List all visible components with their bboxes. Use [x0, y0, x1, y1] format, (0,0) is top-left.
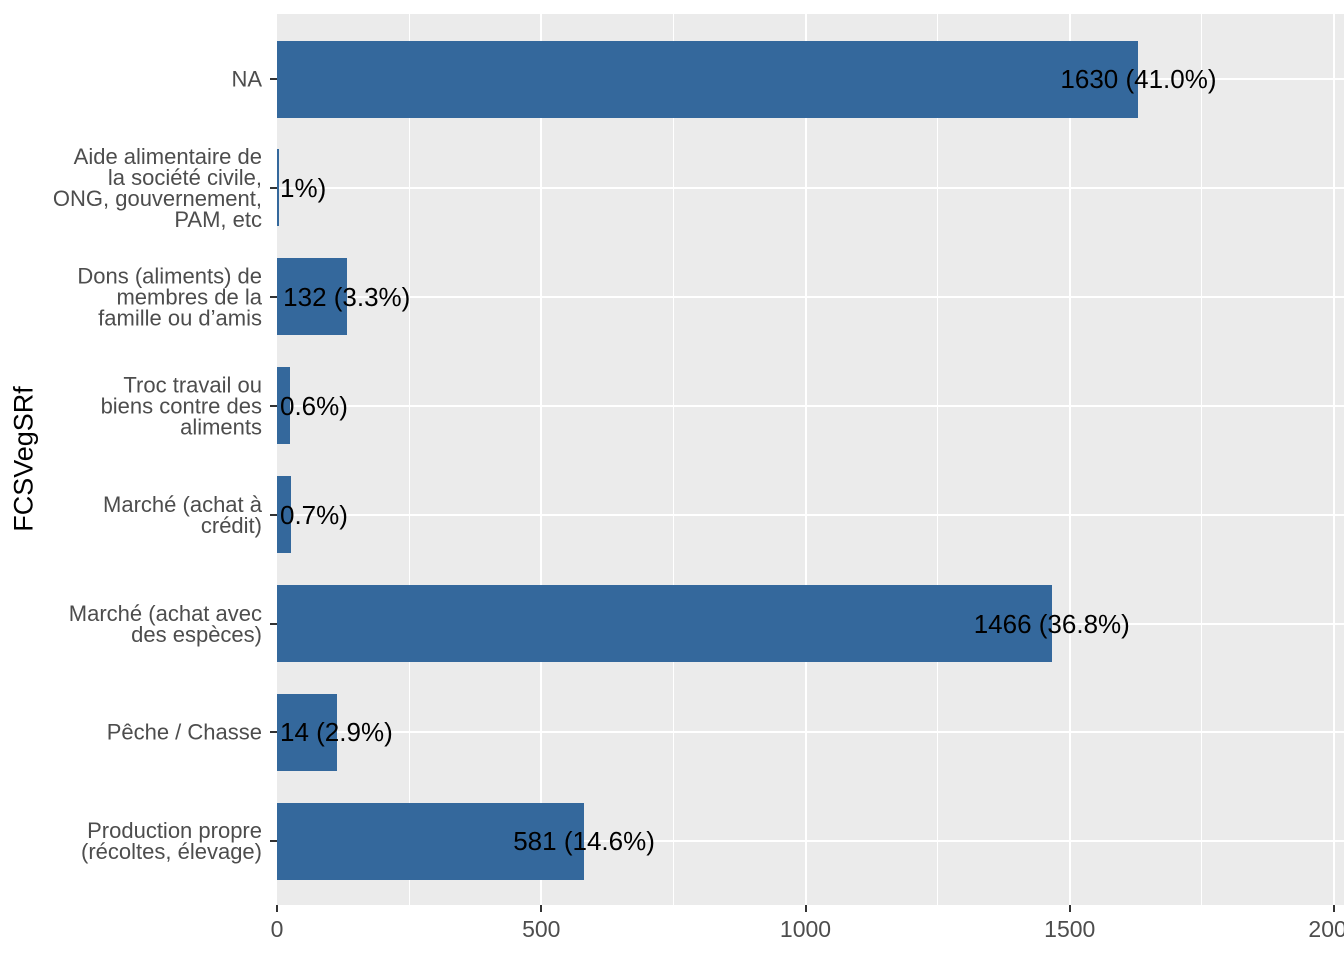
y-tick-label-line: Troc travail ou: [123, 372, 262, 398]
y-tick-label: Marché (achat à crédit): [0, 491, 262, 538]
y-tick-label: Aide alimentaire de la société civile, ONG…: [0, 143, 262, 232]
gridline-major-y: [277, 186, 1344, 189]
x-tick-mark: [540, 905, 543, 912]
y-tick-label-line: membres de la: [116, 284, 262, 310]
y-tick-label: Marché (achat avec des espèces): [0, 600, 262, 647]
plot-panel: 1630 (41.0%) 1%) 132 (3.3%) 0.6%) 0.7%) 1466 …: [277, 14, 1344, 905]
gridline-major-x: [1068, 14, 1071, 905]
gridline-major-x: [804, 14, 807, 905]
y-tick-label-line: Marché (achat à: [103, 491, 262, 517]
gridline-minor-x: [672, 14, 674, 905]
bar: [277, 693, 338, 771]
x-tick-label: 1000: [779, 916, 832, 942]
gridline-major-y: [277, 295, 1344, 298]
bar-value-label: 14 (2.9%): [280, 717, 393, 748]
gridline-major-y: [277, 731, 1344, 734]
x-tick-label: 500: [522, 916, 561, 942]
y-tick-label: Pêche / Chasse: [0, 719, 262, 745]
y-tick-label-line: ONG, gouvernement,: [52, 185, 262, 211]
y-tick-mark: [270, 186, 277, 189]
bar: [277, 585, 1052, 662]
y-tick-label: Production propre (récoltes, élevage): [0, 818, 262, 865]
y-tick-label: Dons (aliments) de membres de la famille o…: [0, 263, 262, 331]
gridline-minor-x: [937, 14, 939, 905]
x-tick-mark: [804, 905, 807, 912]
y-tick-mark: [270, 731, 277, 734]
y-tick-label-line: Aide alimentaire de: [73, 143, 262, 169]
bar: [277, 802, 585, 880]
y-tick-mark: [270, 78, 277, 80]
y-tick-label-line: Dons (aliments) de: [77, 263, 262, 289]
x-tick-mark: [276, 905, 278, 912]
y-tick-mark: [270, 404, 277, 407]
y-tick-label-line: des espèces): [131, 621, 262, 647]
gridline-major-y: [277, 513, 1344, 516]
bar-value-label: 0.7%): [280, 499, 348, 530]
y-tick-label-line: aliments: [180, 414, 262, 440]
bar: [277, 40, 1139, 118]
y-tick-label-line: Marché (achat avec: [68, 600, 262, 626]
x-tick-label: 1500: [1044, 916, 1096, 942]
bar: [277, 476, 292, 554]
bar: [277, 258, 347, 336]
y-tick-label-line: biens contre des: [100, 393, 262, 419]
bar: [277, 367, 290, 445]
y-tick-label-line: (récoltes, élevage): [81, 839, 262, 865]
y-tick-mark: [270, 622, 277, 625]
bar-value-label: 1630 (41.0%): [1060, 64, 1217, 94]
x-tick-mark: [1068, 905, 1071, 912]
bar-value-label: 0.6%): [280, 390, 348, 421]
bar-value-label: 132 (3.3%): [283, 281, 411, 312]
gridline-major-y: [277, 840, 1344, 843]
y-tick-label-line: PAM, etc: [174, 206, 262, 232]
bar: [277, 149, 280, 227]
y-tick-mark: [270, 295, 277, 298]
x-tick-label: 0: [270, 916, 284, 942]
x-tick-label: 2000: [1308, 916, 1344, 942]
x-tick-mark: [1333, 905, 1335, 912]
bar-value-label: 1466 (36.8%): [973, 608, 1130, 639]
gridline-minor-x: [408, 14, 410, 905]
y-tick-label-line: famille ou d’amis: [98, 305, 262, 331]
y-tick-label-line: la société civile,: [107, 164, 262, 190]
gridline-minor-x: [1201, 14, 1203, 905]
y-tick-mark: [270, 513, 277, 516]
y-tick-mark: [270, 840, 277, 843]
y-tick-label: NA: [0, 66, 262, 92]
gridline-major-y: [277, 404, 1344, 407]
gridline-major-x: [1333, 14, 1335, 905]
y-tick-label: Troc travail ou biens contre des aliments: [0, 372, 262, 440]
y-tick-label-line: crédit): [200, 512, 262, 538]
y-tick-label-line: NA: [231, 66, 262, 92]
bar-value-label: 1%): [280, 172, 327, 203]
y-tick-label-line: Pêche / Chasse: [106, 719, 262, 745]
y-tick-label-line: Production propre: [87, 818, 262, 844]
gridline-major-x: [540, 14, 543, 905]
bar-value-label: 581 (14.6%): [513, 826, 655, 857]
